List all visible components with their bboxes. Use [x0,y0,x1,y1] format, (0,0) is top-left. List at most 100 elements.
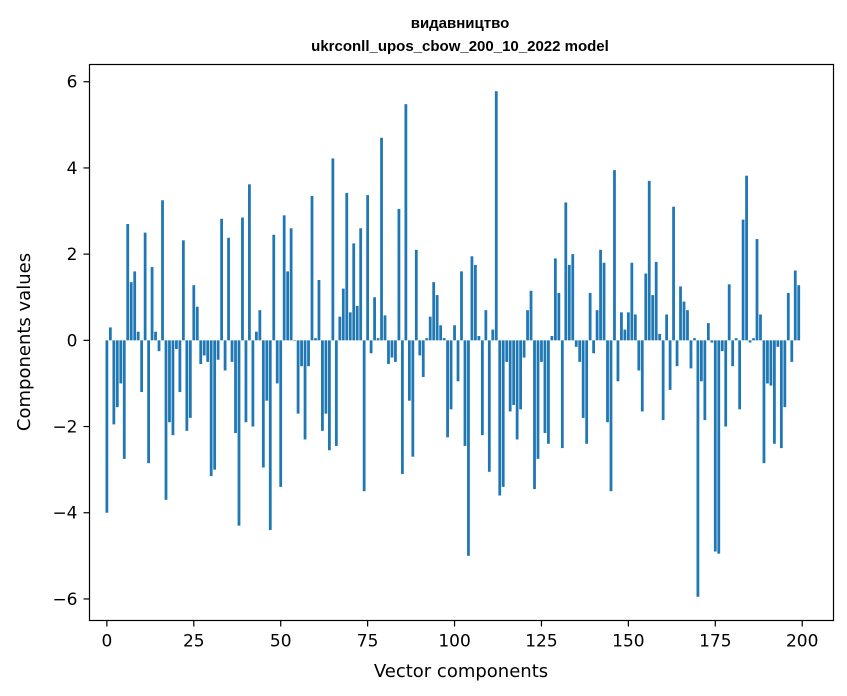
bar-component-172 [703,340,707,421]
bar-component-61 [317,280,321,341]
bar-component-12 [147,340,150,464]
bar-component-42 [251,340,255,427]
bar-component-41 [248,184,251,341]
bar-component-102 [460,271,463,341]
bar-component-81 [387,340,390,365]
bar-component-197 [790,340,794,362]
bar-component-145 [609,340,613,492]
bar-component-11 [143,232,147,341]
bar-component-195 [783,340,787,408]
bar-component-84 [397,208,401,341]
bar-component-90 [418,340,422,356]
bar-component-30 [209,340,213,477]
y-tick-label: −4 [52,504,77,524]
bar-component-185 [748,340,752,343]
bar-component-114 [501,340,505,487]
plot-frame [88,63,835,622]
bar-component-144 [606,340,609,423]
bar-component-79 [380,137,383,341]
bar-component-72 [355,305,359,341]
bar-component-112 [494,91,498,341]
bar-component-98 [446,340,449,438]
bar-component-167 [686,310,689,341]
bar-component-3 [115,340,119,408]
bar-component-135 [574,340,578,347]
bar-component-80 [383,315,387,341]
bar-component-29 [206,340,210,362]
bar-component-149 [623,329,627,341]
bar-component-19 [171,340,175,436]
bar-component-69 [345,192,349,341]
bar-component-198 [793,270,797,341]
bar-component-100 [453,325,456,341]
bar-component-154 [640,340,644,412]
bar-component-110 [487,340,491,472]
bar-component-5 [122,340,126,459]
bar-component-28 [202,340,206,356]
bar-component-173 [706,323,710,341]
bar-component-76 [369,340,373,354]
y-tick-label: 6 [67,73,78,93]
bar-component-146 [613,170,616,341]
bar-component-85 [401,340,404,474]
bar-component-82 [390,340,394,358]
bar-component-155 [644,273,648,341]
bar-component-183 [741,219,745,341]
y-tick-label: −6 [52,590,77,610]
bar-component-122 [529,290,533,341]
bar-component-181 [734,338,738,341]
bar-component-175 [713,340,717,552]
bar-component-129 [553,258,557,341]
bar-component-160 [661,340,665,421]
bar-component-117 [512,340,516,405]
bar-component-91 [421,340,425,377]
bar-component-109 [484,310,488,341]
bar-component-189 [762,340,766,464]
x-tick-label: 25 [183,632,205,652]
bar-component-63 [324,340,328,414]
bar-component-65 [331,158,335,341]
bar-component-68 [341,288,345,341]
bar-component-75 [366,195,370,341]
bars-group [105,91,801,597]
bar-component-103 [463,340,467,446]
bar-component-86 [404,104,408,341]
bar-component-179 [727,284,731,341]
bar-component-150 [626,312,630,341]
x-axis-label: Vector components [374,661,548,682]
bar-component-123 [533,340,536,490]
bar-component-39 [241,217,244,341]
bar-component-127 [547,340,550,444]
x-tick-label: 175 [699,632,731,652]
bar-component-2 [112,340,116,425]
bar-component-108 [480,340,484,436]
bar-component-52 [286,271,290,341]
y-axis-ticks: −6 −4 −2 0 2 4 6 [52,73,90,610]
x-axis-ticks: 0 25 50 75 100 125 150 175 200 [101,620,818,652]
bar-component-20 [175,340,178,349]
bar-component-0 [105,340,109,513]
bar-component-57 [303,340,307,440]
bar-component-95 [435,295,439,341]
bar-component-118 [515,340,519,440]
x-tick-label: 0 [101,632,112,652]
bar-component-38 [237,340,241,526]
bar-component-18 [168,340,171,423]
bar-component-56 [300,340,303,367]
bar-component-161 [665,314,669,341]
bar-component-6 [126,223,130,341]
bar-component-130 [557,292,561,341]
bar-component-34 [223,340,227,371]
bar-component-184 [745,175,748,341]
bar-component-142 [599,249,602,341]
bar-component-107 [477,336,481,341]
bar-component-37 [234,340,237,434]
bar-component-119 [519,340,522,410]
bar-component-96 [439,325,443,341]
bar-component-191 [769,340,773,386]
x-tick-label: 125 [525,632,557,652]
bar-component-48 [272,234,276,341]
y-tick-label: 4 [67,159,78,179]
bar-component-46 [265,340,269,401]
bar-component-10 [140,340,144,393]
